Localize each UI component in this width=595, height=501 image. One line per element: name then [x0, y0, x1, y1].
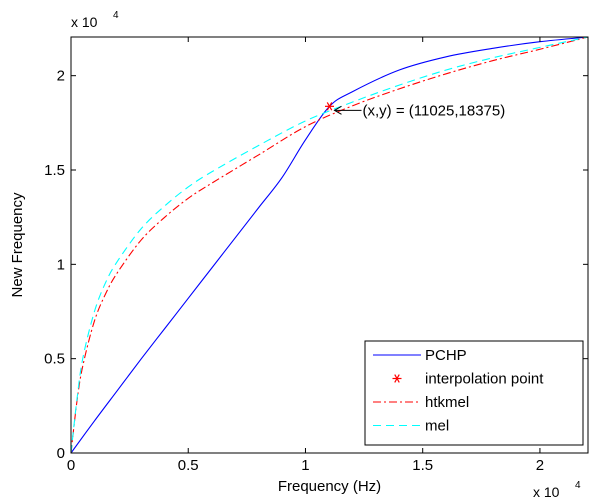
- x-exponent-base: x 10: [533, 484, 560, 500]
- series-line-htkmel: [70, 36, 589, 454]
- legend-label: PCHP: [425, 347, 467, 364]
- legend-label: htkmel: [425, 394, 469, 411]
- plot-lines: [70, 36, 589, 454]
- x-tick-label: 2: [536, 457, 544, 474]
- legend-entry: htkmel: [373, 394, 469, 411]
- annotation-text: (x,y) = (11025,18375): [363, 102, 506, 119]
- y-tick-label: 1.5: [44, 162, 65, 179]
- legend-box: [364, 340, 584, 446]
- y-tick-label: 2: [57, 68, 65, 85]
- y-exponent-base: x 10: [71, 14, 98, 30]
- legend-entry: mel: [373, 418, 449, 435]
- y-tick-label: 1: [57, 256, 65, 273]
- y-tick-label: 0.5: [44, 351, 65, 368]
- y-exponent-label: x 10: [71, 14, 98, 30]
- legend-label: mel: [425, 418, 449, 435]
- y-tick-label: 0: [57, 445, 65, 462]
- axes-box: [70, 36, 589, 454]
- x-axis-label: Frequency (Hz): [278, 478, 381, 495]
- x-tick-label: 1.5: [412, 457, 433, 474]
- y-axis-label: New Frequency: [9, 192, 26, 298]
- x-tick-label: 0.5: [178, 457, 199, 474]
- x-exponent-label: x 10: [533, 484, 560, 500]
- annotation-arrowhead: [333, 105, 342, 115]
- x-tick-label: 0: [67, 457, 75, 474]
- annotation: (x,y) = (11025,18375): [333, 102, 506, 119]
- legend-entry: interpolation point: [392, 371, 544, 388]
- ticks: 0 0.5 1 1.5 2 0 0.5 1 1.5 2: [44, 37, 588, 474]
- x-tick-label: 1: [301, 457, 309, 474]
- legend: PCHP interpolation point htkmel mel: [364, 340, 584, 446]
- y-exponent-power: 4: [113, 10, 119, 21]
- interpolation-point-marker: [325, 102, 334, 111]
- series-line-mel: [70, 36, 589, 454]
- legend-entry: PCHP: [373, 347, 467, 364]
- x-exponent-power: 4: [575, 480, 581, 491]
- legend-marker: [392, 374, 402, 383]
- series-line-pchp: [70, 36, 589, 454]
- legend-label: interpolation point: [425, 371, 544, 388]
